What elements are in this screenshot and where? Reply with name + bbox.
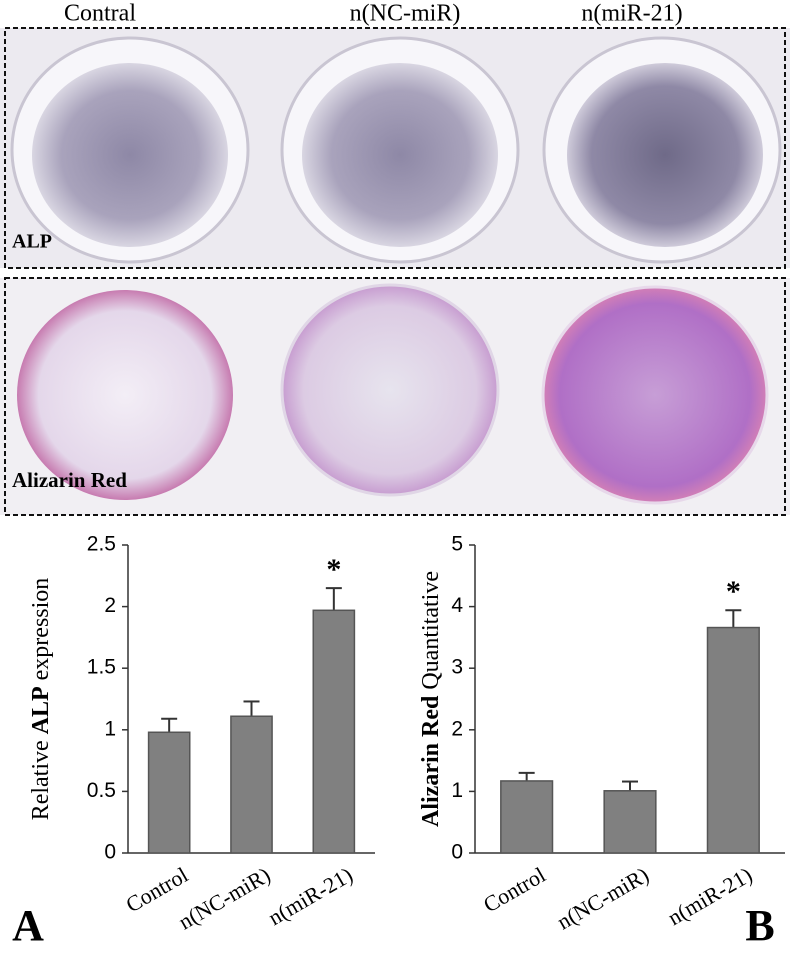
alp-box <box>4 27 786 269</box>
panel-label: B <box>745 901 774 950</box>
y-tick-label: 2 <box>104 594 116 617</box>
x-tick-label: n(NC-miR) <box>553 862 653 934</box>
y-tick-label: 1 <box>104 717 116 740</box>
bar <box>230 715 273 854</box>
y-axis-label: Relative ALP expression <box>28 578 54 821</box>
y-tick-label: 4 <box>451 594 463 617</box>
well <box>17 290 233 500</box>
x-tick-label: n(miR-21) <box>663 862 756 930</box>
y-axis-label-part: Alizarin Red <box>418 695 444 827</box>
bar <box>312 609 356 854</box>
y-axis-label-part: Quantitative <box>418 571 444 690</box>
bar <box>500 780 554 854</box>
bar <box>147 731 191 854</box>
well <box>302 63 498 247</box>
well <box>280 283 500 497</box>
well <box>541 285 769 505</box>
bar <box>603 790 657 854</box>
significance-mark: * <box>326 553 341 586</box>
row-label: ALP <box>12 231 52 253</box>
y-tick-label: 1.5 <box>87 656 116 679</box>
y-tick-label: 1 <box>451 779 463 802</box>
y-axis-label-part: ALP <box>28 686 54 734</box>
panel-label: A <box>12 901 44 950</box>
well <box>32 63 228 247</box>
alizarin-box <box>4 277 786 516</box>
bar <box>706 626 760 854</box>
y-tick-label: 5 <box>451 533 463 556</box>
y-axis-label-part: expression <box>28 578 54 681</box>
y-tick-label: 2 <box>451 717 463 740</box>
y-tick-label: 2.5 <box>87 533 116 556</box>
y-axis-label-part: Relative <box>28 740 54 820</box>
x-tick-label: Control <box>479 862 550 917</box>
well <box>567 63 763 247</box>
y-axis-label: Alizarin Red Quantitative <box>418 571 444 827</box>
photo-panel: Contral n(NC-miR) n(miR-21) ALP Alizarin… <box>0 1 790 516</box>
y-tick-label: 0 <box>451 841 463 864</box>
significance-mark: * <box>726 575 741 608</box>
row-label: Alizarin Red <box>12 468 127 492</box>
column-label: Contral <box>64 1 136 27</box>
column-label: n(miR-21) <box>581 1 682 27</box>
y-tick-label: 3 <box>451 656 463 679</box>
y-tick-label: 0 <box>104 841 116 864</box>
x-tick-label: n(NC-miR) <box>174 862 274 934</box>
x-tick-label: n(miR-21) <box>264 862 357 930</box>
column-label: n(NC-miR) <box>350 1 461 27</box>
y-tick-label: 0.5 <box>87 779 116 802</box>
